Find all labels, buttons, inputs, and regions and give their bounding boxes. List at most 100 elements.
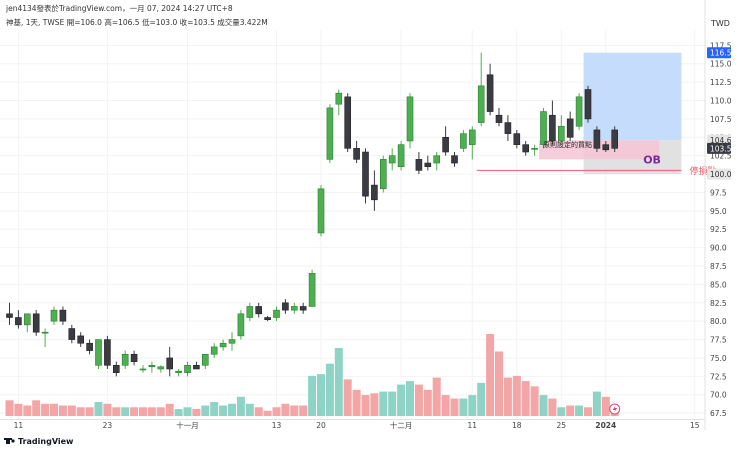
candle-down[interactable] xyxy=(130,350,138,366)
y-tick-label: 67.5 xyxy=(710,409,727,418)
candle-up[interactable] xyxy=(228,332,236,351)
candle-up[interactable] xyxy=(468,126,476,160)
candle-up[interactable] xyxy=(23,313,31,333)
candle-down[interactable] xyxy=(282,299,289,314)
candle-up[interactable] xyxy=(477,52,485,127)
candle-up[interactable] xyxy=(219,339,227,351)
volume-bar xyxy=(32,400,41,416)
candle-up[interactable] xyxy=(397,140,405,171)
candle-up[interactable] xyxy=(50,306,58,325)
candle-up[interactable] xyxy=(433,152,441,171)
candle-down[interactable] xyxy=(362,148,369,204)
candle-down[interactable] xyxy=(166,346,173,377)
candle-up[interactable] xyxy=(210,343,218,358)
candle-body xyxy=(299,306,307,311)
price-label: 100.0 xyxy=(710,170,732,179)
candle-down[interactable] xyxy=(6,302,13,325)
candle-body xyxy=(308,273,316,307)
candle-down[interactable] xyxy=(593,126,601,153)
volume-bar xyxy=(308,375,317,416)
candle-up[interactable] xyxy=(379,155,387,193)
candle-up[interactable] xyxy=(335,89,343,116)
candle-up[interactable] xyxy=(317,185,325,237)
volume-bar xyxy=(50,403,58,416)
candle-body xyxy=(549,114,556,142)
candle-up[interactable] xyxy=(326,104,334,164)
candle-up[interactable] xyxy=(202,353,209,369)
x-tick-label: 十一月 xyxy=(176,420,199,430)
candle-up[interactable] xyxy=(308,269,316,307)
candle-body xyxy=(184,365,191,373)
candle-up[interactable] xyxy=(290,302,298,314)
candle-down[interactable] xyxy=(32,310,40,336)
candle-down[interactable] xyxy=(504,115,512,141)
volume-bar xyxy=(343,379,352,416)
candle-up[interactable] xyxy=(139,365,147,373)
price-candles[interactable] xyxy=(6,52,619,377)
candle-down[interactable] xyxy=(513,129,521,149)
volume-bar xyxy=(121,407,130,416)
candle-down[interactable] xyxy=(77,332,84,347)
candle-up[interactable] xyxy=(157,365,165,373)
candle-down[interactable] xyxy=(451,152,458,167)
candle-down[interactable] xyxy=(255,302,262,318)
candle-down[interactable] xyxy=(495,107,503,127)
candle-up[interactable] xyxy=(575,93,583,130)
candle-down[interactable] xyxy=(371,170,378,211)
candle-down[interactable] xyxy=(264,316,271,322)
candle-down[interactable] xyxy=(15,310,22,329)
candle-up[interactable] xyxy=(540,107,547,149)
volume-bar xyxy=(557,407,566,416)
volume-bar xyxy=(76,407,85,416)
candle-up[interactable] xyxy=(557,115,565,145)
price-label: 103.5 xyxy=(710,144,732,153)
candle-down[interactable] xyxy=(113,361,120,377)
volume-bar xyxy=(379,391,388,416)
candle-up[interactable] xyxy=(184,361,191,377)
candle-up[interactable] xyxy=(406,93,414,149)
candle-down[interactable] xyxy=(59,306,67,325)
candle-up[interactable] xyxy=(388,148,396,171)
candle-body xyxy=(50,309,58,322)
order-block-zone xyxy=(539,140,660,160)
candle-down[interactable] xyxy=(424,155,432,171)
volume-bar xyxy=(236,396,245,416)
candle-up[interactable] xyxy=(148,361,156,373)
candle-down[interactable] xyxy=(193,361,200,370)
candle-body xyxy=(317,188,325,234)
candle-up[interactable] xyxy=(175,368,182,377)
candle-down[interactable] xyxy=(566,111,574,141)
candle-down[interactable] xyxy=(68,324,76,344)
candle-down[interactable] xyxy=(415,152,423,175)
candle-up[interactable] xyxy=(95,339,102,369)
candle-body xyxy=(540,111,547,145)
candle-down[interactable] xyxy=(486,63,494,116)
candle-down[interactable] xyxy=(442,126,449,156)
candle-down[interactable] xyxy=(104,335,111,369)
entry-label: 原則設定的買點 xyxy=(543,140,592,149)
candle-up[interactable] xyxy=(237,310,245,340)
candle-down[interactable] xyxy=(299,302,307,314)
candle-up[interactable] xyxy=(460,129,467,153)
volume-bar xyxy=(477,382,486,416)
candle-down[interactable] xyxy=(522,140,530,156)
candle-down[interactable] xyxy=(584,85,592,123)
candle-down[interactable] xyxy=(602,140,610,153)
candle-down[interactable] xyxy=(549,100,556,145)
candle-down[interactable] xyxy=(344,93,352,153)
candle-up[interactable] xyxy=(531,144,538,156)
candle-up[interactable] xyxy=(121,350,129,369)
candle-down[interactable] xyxy=(353,140,360,164)
candle-down[interactable] xyxy=(611,126,619,153)
tradingview-logo-icon[interactable] xyxy=(4,438,15,444)
candle-up[interactable] xyxy=(273,306,280,322)
candle-up[interactable] xyxy=(246,302,254,322)
candle-down[interactable] xyxy=(86,339,93,355)
volume-bar xyxy=(85,407,94,416)
candle-up[interactable] xyxy=(41,328,49,347)
candle-body xyxy=(371,184,378,201)
candle-body xyxy=(522,144,530,153)
volume-bar xyxy=(539,395,548,416)
volume-bar xyxy=(468,395,477,416)
